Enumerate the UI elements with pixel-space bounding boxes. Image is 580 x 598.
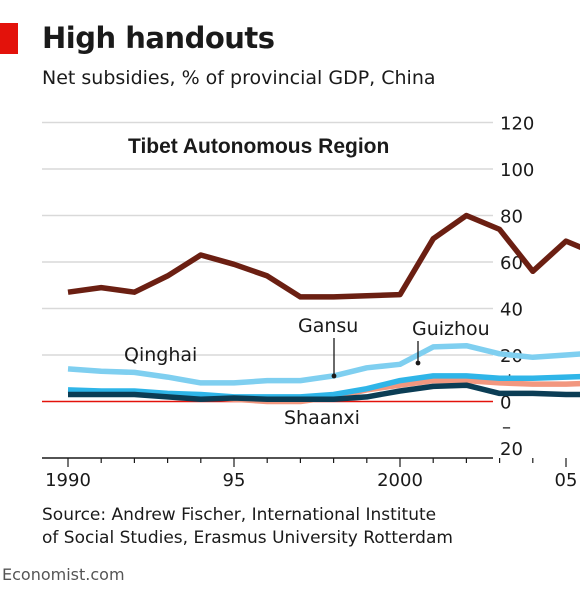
x-axis: 1990952000051014 — [42, 457, 578, 491]
x-tick-label: 05 — [555, 470, 578, 491]
y-sign-minus: – — [502, 417, 511, 438]
guizhou-leader-dot — [415, 360, 421, 366]
chart-subtitle: Net subsidies, % of provincial GDP, Chin… — [42, 67, 436, 89]
gridlines — [42, 121, 493, 356]
source-line-1: Source: Andrew Fischer, International In… — [42, 505, 437, 525]
brand-red-tab — [0, 23, 18, 54]
series-labels: Tibet Autonomous Region Qinghai Gansu Gu… — [124, 135, 490, 429]
y-tick-label: 60 — [500, 253, 523, 274]
y-tick-label: 40 — [500, 300, 523, 321]
series-label-guizhou: Guizhou — [412, 318, 490, 340]
source-line-2: of Social Studies, Erasmus University Ro… — [42, 528, 453, 548]
y-tick-label: 80 — [500, 207, 523, 228]
series-label-qinghai: Qinghai — [124, 344, 197, 366]
series-line-shaanxi — [68, 382, 580, 402]
series-line-qinghai — [67, 342, 580, 386]
series-label-gansu: Gansu — [298, 315, 358, 337]
y-tick-label: 20 — [500, 439, 523, 460]
series-label-shaanxi: Shaanxi — [284, 407, 360, 429]
x-tick-label: 95 — [223, 470, 246, 491]
footer-brand: Economist.com — [2, 565, 125, 584]
y-tick-label: 120 — [500, 114, 534, 135]
source-note: Source: Andrew Fischer, International In… — [42, 504, 562, 550]
x-tick-label: 1990 — [45, 470, 91, 491]
y-tick-label: 0 — [500, 393, 511, 414]
y-tick-label: 100 — [500, 160, 534, 181]
series-label-tibet: Tibet Autonomous Region — [128, 135, 389, 158]
series-line-gansu — [67, 373, 580, 400]
data-series — [42, 212, 580, 405]
gansu-leader-dot — [331, 373, 337, 379]
series-line-tibet-autonomous-region — [67, 212, 580, 300]
chart-title: High handouts — [42, 21, 275, 55]
x-tick-label: 2000 — [377, 470, 423, 491]
